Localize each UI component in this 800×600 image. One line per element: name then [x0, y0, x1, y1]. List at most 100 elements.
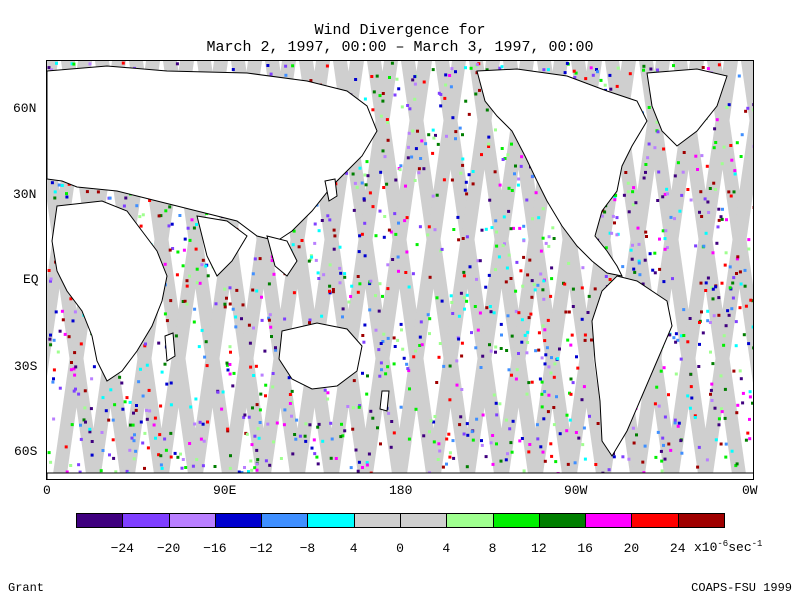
divergence-speckle — [634, 201, 638, 205]
divergence-speckle — [475, 417, 479, 421]
divergence-speckle — [604, 246, 608, 250]
southeast-asia-landmass — [266, 235, 298, 277]
divergence-speckle — [693, 416, 697, 419]
divergence-speckle — [374, 328, 378, 332]
divergence-speckle — [485, 68, 489, 72]
divergence-speckle — [568, 418, 572, 422]
divergence-speckle — [255, 448, 259, 452]
divergence-speckle — [49, 460, 53, 464]
divergence-speckle — [519, 164, 523, 168]
divergence-speckle — [723, 416, 727, 420]
divergence-speckle — [642, 176, 646, 180]
divergence-speckle — [506, 452, 509, 456]
divergence-speckle — [247, 470, 250, 474]
divergence-speckle — [363, 97, 367, 101]
divergence-speckle — [522, 255, 526, 259]
divergence-speckle — [541, 450, 545, 454]
divergence-speckle — [460, 341, 464, 345]
divergence-speckle — [283, 317, 287, 321]
divergence-speckle — [57, 183, 61, 187]
divergence-speckle — [432, 420, 436, 424]
divergence-speckle — [404, 271, 408, 274]
divergence-speckle — [711, 251, 715, 255]
colorbar-tick-label: −24 — [110, 541, 134, 556]
divergence-speckle — [730, 307, 734, 311]
divergence-speckle — [481, 413, 485, 417]
divergence-speckle — [185, 284, 189, 288]
colorbar-swatch — [400, 513, 448, 528]
divergence-speckle — [510, 189, 514, 192]
divergence-speckle — [443, 96, 447, 100]
divergence-speckle — [719, 215, 723, 219]
divergence-speckle — [216, 390, 220, 394]
divergence-speckle — [243, 413, 247, 417]
divergence-speckle — [661, 229, 665, 233]
divergence-speckle — [138, 215, 142, 219]
satellite-swath — [435, 61, 509, 479]
divergence-speckle — [328, 284, 332, 288]
divergence-speckle — [696, 168, 699, 171]
divergence-speckle — [733, 172, 737, 176]
divergence-speckle — [396, 255, 400, 259]
divergence-speckle — [294, 437, 298, 441]
divergence-speckle — [493, 170, 497, 174]
divergence-speckle — [457, 337, 461, 341]
divergence-speckle — [644, 170, 647, 174]
divergence-speckle — [731, 296, 735, 300]
divergence-speckle — [228, 286, 232, 290]
divergence-speckle — [458, 423, 462, 427]
divergence-speckle — [702, 244, 706, 248]
divergence-speckle — [591, 73, 595, 77]
divergence-speckle — [448, 364, 452, 368]
divergence-speckle — [746, 431, 750, 435]
divergence-speckle — [479, 366, 483, 369]
divergence-speckle — [92, 365, 96, 369]
divergence-speckle — [201, 464, 205, 468]
divergence-speckle — [67, 335, 71, 339]
divergence-speckle — [154, 436, 157, 440]
divergence-speckle — [732, 369, 736, 373]
divergence-speckle — [190, 218, 194, 222]
divergence-speckle — [569, 392, 573, 396]
divergence-speckle — [705, 164, 709, 168]
divergence-speckle — [651, 268, 655, 272]
divergence-speckle — [507, 368, 511, 372]
divergence-speckle — [507, 186, 511, 190]
divergence-speckle — [228, 372, 232, 376]
divergence-speckle — [266, 422, 270, 426]
divergence-speckle — [292, 229, 296, 233]
divergence-speckle — [717, 296, 721, 300]
divergence-speckle — [365, 463, 369, 467]
divergence-speckle — [197, 345, 201, 349]
divergence-speckle — [712, 181, 716, 185]
divergence-speckle — [341, 315, 344, 319]
divergence-speckle — [460, 388, 464, 391]
divergence-speckle — [433, 415, 437, 418]
divergence-speckle — [400, 105, 404, 109]
divergence-speckle — [312, 438, 316, 442]
divergence-speckle — [321, 439, 325, 443]
divergence-speckle — [714, 285, 718, 289]
divergence-speckle — [467, 112, 471, 116]
divergence-speckle — [717, 218, 721, 222]
divergence-speckle — [698, 210, 701, 214]
divergence-speckle — [748, 437, 752, 441]
divergence-speckle — [338, 266, 342, 270]
divergence-speckle — [573, 76, 577, 79]
divergence-speckle — [427, 225, 431, 229]
divergence-speckle — [540, 380, 544, 384]
divergence-speckle — [616, 66, 620, 70]
divergence-speckle — [707, 211, 711, 214]
divergence-speckle — [572, 69, 576, 73]
lat-label-30s: 30S — [14, 359, 38, 374]
divergence-speckle — [700, 154, 704, 158]
divergence-speckle — [448, 451, 452, 455]
divergence-speckle — [552, 237, 556, 240]
divergence-speckle — [382, 186, 386, 189]
divergence-speckle — [412, 355, 416, 359]
colorbar-swatch — [446, 513, 494, 528]
satellite-swath — [639, 61, 713, 479]
divergence-speckle — [565, 61, 569, 65]
divergence-speckle — [613, 198, 617, 202]
divergence-speckle — [530, 380, 534, 384]
